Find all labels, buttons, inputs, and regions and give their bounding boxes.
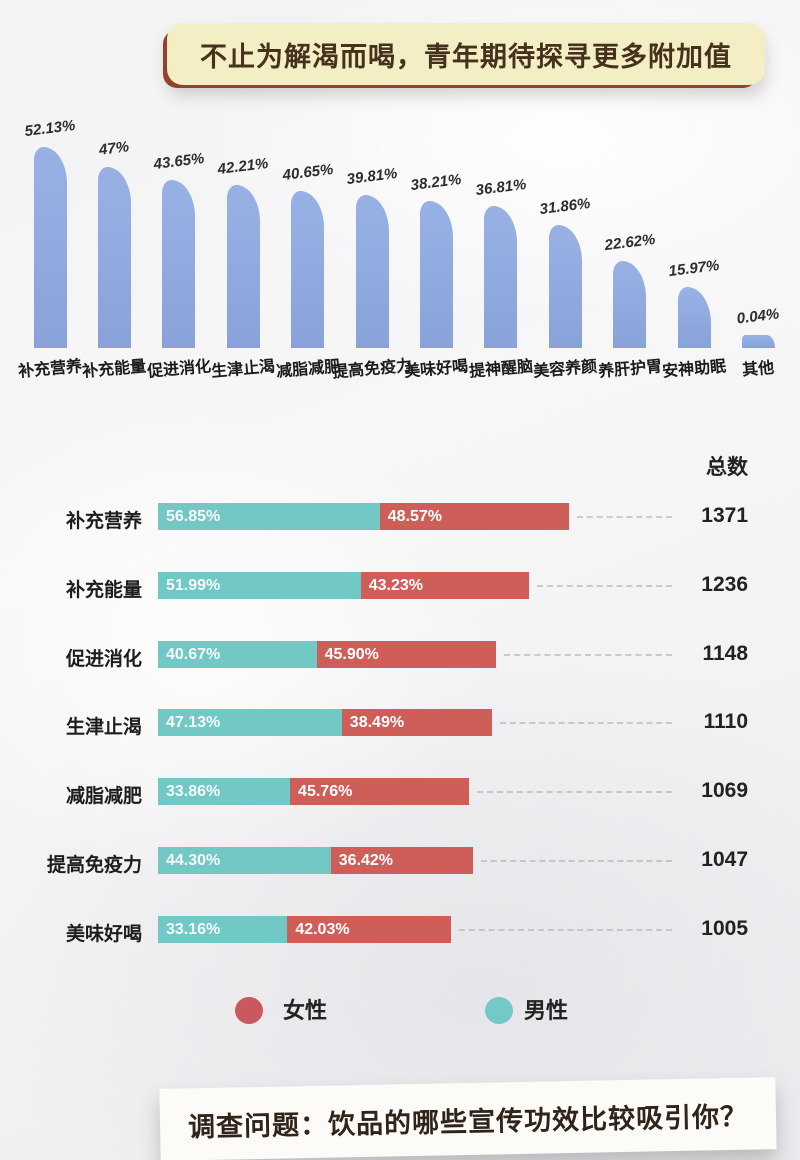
- segment-female-value: 45.90%: [324, 645, 379, 663]
- legend-male-dot: [485, 997, 513, 1024]
- segment-female: 36.42%: [330, 847, 473, 874]
- connector-dashes: [499, 722, 672, 724]
- segment-female: 43.23%: [360, 572, 530, 599]
- connector-dashes: [459, 929, 672, 931]
- bar-value-label: 15.97%: [667, 256, 721, 280]
- segment-male: 40.67%: [158, 641, 317, 668]
- segment-male-value: 44.30%: [166, 851, 221, 869]
- segment-female-value: 45.76%: [298, 782, 353, 800]
- bar-提神醒脑: [484, 206, 518, 348]
- bar-value-label: 52.13%: [23, 117, 77, 141]
- legend-female-label: 女性: [283, 998, 328, 1023]
- segment-male: 33.86%: [158, 778, 291, 805]
- segment-female: 45.76%: [290, 778, 469, 805]
- row-total: 1148: [702, 642, 748, 665]
- segment-female-value: 48.57%: [387, 507, 442, 525]
- row-total: 1371: [701, 504, 748, 527]
- row-label: 生津止渴: [65, 717, 142, 738]
- segment-male-value: 33.86%: [166, 782, 221, 800]
- bar-养肝护胃: [613, 260, 647, 348]
- legend-female-dot: [235, 997, 263, 1024]
- segment-female-value: 36.42%: [338, 851, 394, 869]
- row-label: 促进消化: [65, 649, 142, 670]
- bar-value-label: 31.86%: [538, 195, 592, 219]
- segment-male-value: 51.99%: [166, 576, 221, 594]
- legend-male-label: 男性: [524, 998, 569, 1023]
- row-total: 1047: [701, 848, 748, 871]
- bar-其他: [741, 335, 775, 348]
- connector-dashes: [480, 860, 672, 862]
- row-total: 1110: [703, 710, 748, 733]
- connector-dashes: [537, 585, 672, 587]
- row-label: 提高免疫力: [46, 855, 142, 876]
- total-column-header: 总数: [706, 456, 748, 479]
- row-label: 美味好喝: [65, 924, 142, 945]
- bar-value-label: 22.62%: [603, 230, 656, 254]
- bar-补充能量: [97, 167, 131, 348]
- survey-question: 调查问题：饮品的哪些宣传功效比较吸引你？: [187, 1101, 749, 1142]
- bar-提高免疫力: [355, 194, 389, 348]
- bar-减脂减肥: [291, 191, 325, 348]
- segment-female: 42.03%: [287, 916, 452, 943]
- segment-female-value: 43.23%: [368, 576, 424, 594]
- segment-male-value: 56.85%: [166, 507, 221, 525]
- bar-促进消化: [162, 179, 196, 348]
- connector-dashes: [503, 654, 672, 656]
- segment-female: 48.57%: [379, 503, 570, 530]
- connector-dashes: [476, 791, 672, 793]
- page-title: 不止为解渴而喝，青年期待探寻更多附加值: [200, 41, 732, 72]
- bar-美容养颜: [548, 225, 582, 348]
- row-total: 1236: [701, 573, 748, 596]
- title-banner: 不止为解渴而喝，青年期待探寻更多附加值: [167, 23, 765, 85]
- segment-female: 38.49%: [341, 709, 492, 736]
- segment-female: 45.90%: [316, 641, 496, 668]
- row-label: 补充营养: [65, 511, 142, 532]
- footer-banner: 调查问题：饮品的哪些宣传功效比较吸引你？: [159, 1077, 777, 1160]
- segment-male: 44.30%: [158, 847, 331, 874]
- segment-male: 51.99%: [158, 572, 361, 599]
- row-label: 减脂减肥: [65, 786, 142, 807]
- bar-value-label: 0.04%: [736, 305, 781, 328]
- segment-male-value: 47.13%: [166, 713, 221, 731]
- bar-生津止渴: [226, 185, 260, 348]
- row-total: 1005: [701, 917, 748, 940]
- bar-安神助眠: [677, 286, 711, 348]
- connector-dashes: [577, 516, 672, 518]
- segment-male: 47.13%: [158, 709, 342, 736]
- segment-male: 33.16%: [158, 916, 288, 943]
- row-total: 1069: [701, 779, 748, 802]
- bar-美味好喝: [419, 200, 453, 348]
- segment-male: 56.85%: [158, 503, 380, 530]
- bar-补充营养: [33, 147, 67, 348]
- segment-male-value: 40.67%: [166, 645, 221, 663]
- row-label: 补充能量: [65, 580, 142, 601]
- segment-female-value: 38.49%: [349, 713, 405, 731]
- segment-female-value: 42.03%: [295, 920, 350, 938]
- segment-male-value: 33.16%: [166, 920, 221, 938]
